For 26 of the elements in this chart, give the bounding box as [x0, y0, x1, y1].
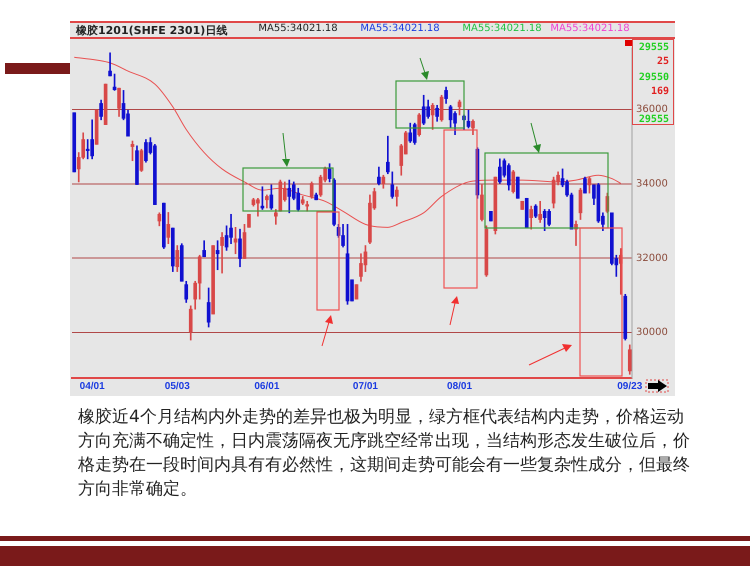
x-tick-label: 07/01	[352, 380, 378, 392]
y-tick-label: 32000	[636, 252, 668, 264]
text: MA55:34021.18	[258, 23, 338, 34]
text: MA55:34021.18	[462, 23, 542, 34]
x-tick-label: 05/03	[164, 380, 190, 392]
text: MA55:34021.18	[360, 23, 440, 34]
text: MA55:34021.18	[550, 23, 630, 34]
text: 169	[650, 86, 669, 97]
text: 29555	[638, 114, 669, 125]
candlestick	[112, 74, 116, 91]
candlestick	[574, 220, 578, 246]
text: 橡胶近4个月结构内外走势的差异也极为明显，绿方框代表结构内走势，价格运动方向充满不确定性，日内震荡隔夜无序跳空经常出现，当结构形态发生破位后，价格走势在一段时间内具有有必然性，这期间走势可能会有一些复杂性成分，但最终方向非常确定。	[78, 406, 691, 501]
text: 29550	[638, 72, 669, 83]
x-tick-label: 06/01	[254, 380, 280, 392]
chart-title: 橡胶1201(SHFE 2301)日线	[76, 23, 228, 38]
text: 25	[656, 56, 669, 67]
y-tick-label: 30000	[636, 327, 668, 338]
text: 29555	[638, 42, 669, 53]
line-series	[74, 56, 622, 228]
x-tick-label: 08/01	[447, 380, 472, 392]
x-tick-label: 09/23	[617, 380, 643, 392]
candlestick	[130, 140, 134, 162]
x-tick-label: 04/01	[80, 380, 106, 392]
candlestick	[234, 226, 238, 254]
y-tick-label: 36000	[636, 104, 668, 115]
y-tick-label: 34000	[636, 178, 668, 190]
